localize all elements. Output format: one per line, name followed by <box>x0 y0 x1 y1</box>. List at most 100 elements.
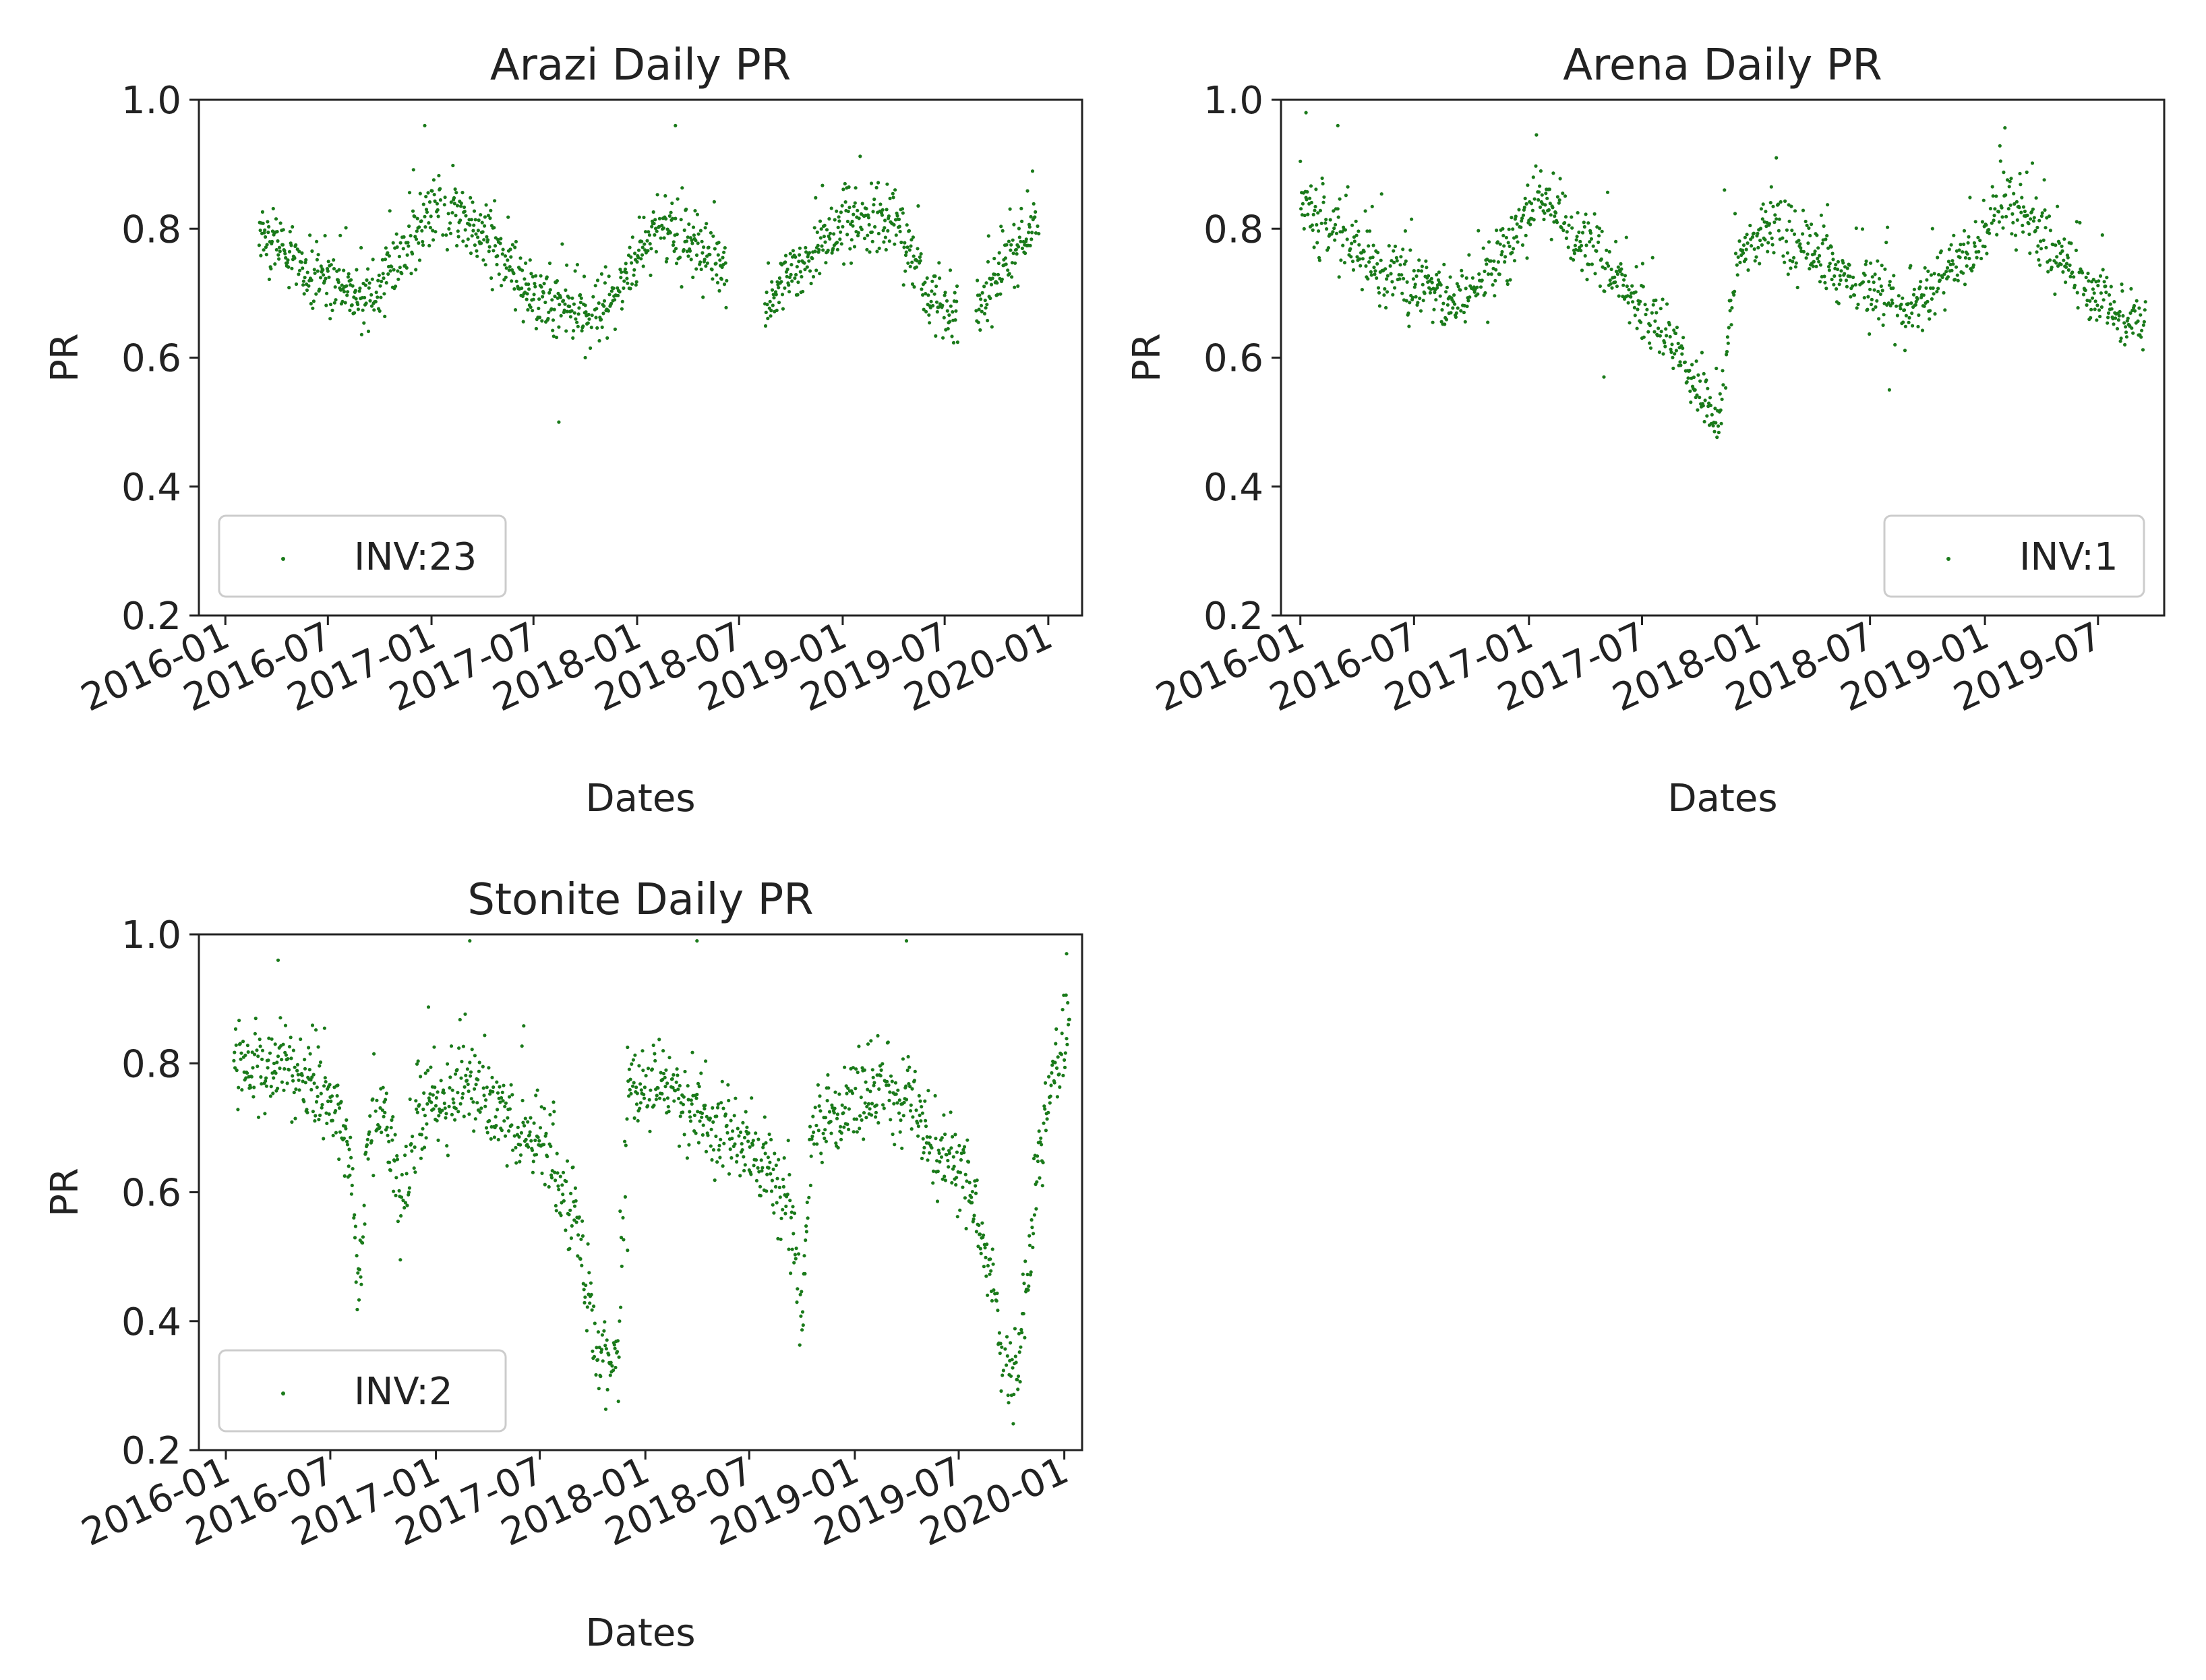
data-point <box>425 1102 429 1106</box>
data-point <box>808 1124 812 1129</box>
data-point <box>2116 318 2120 322</box>
data-point <box>818 219 823 223</box>
data-point <box>2066 256 2070 260</box>
data-point <box>547 310 551 314</box>
data-point <box>1419 269 1424 273</box>
data-point <box>599 1348 604 1352</box>
data-point <box>407 224 411 229</box>
data-point <box>561 1193 565 1197</box>
data-point <box>1498 242 1502 246</box>
data-point <box>1993 207 1997 211</box>
data-point <box>1738 260 1742 264</box>
data-point <box>1486 320 1490 324</box>
data-point <box>984 306 988 310</box>
data-point <box>1317 256 1321 260</box>
data-point <box>1315 222 1319 227</box>
data-point <box>675 233 679 237</box>
data-point <box>1404 299 1408 303</box>
data-point <box>2070 270 2075 274</box>
data-point <box>1792 232 1797 236</box>
data-point <box>660 223 664 227</box>
data-point <box>910 1087 914 1091</box>
data-point <box>246 1050 250 1054</box>
data-point <box>415 1110 419 1114</box>
data-point <box>580 1219 585 1223</box>
data-point <box>1702 419 1706 424</box>
data-point <box>926 1158 930 1162</box>
data-point <box>659 236 663 240</box>
data-point <box>1014 247 1018 251</box>
data-point <box>523 277 527 281</box>
data-point <box>857 1044 861 1048</box>
data-point <box>1337 275 1341 279</box>
data-point <box>1818 263 1823 267</box>
data-point <box>1657 350 1661 355</box>
data-point <box>775 308 779 312</box>
data-point <box>387 1139 391 1143</box>
data-point <box>1011 1422 1015 1426</box>
data-point <box>2089 316 2093 320</box>
data-point <box>1650 256 1654 260</box>
data-point <box>1309 200 1313 205</box>
data-point <box>1510 251 1514 255</box>
data-point <box>322 1084 326 1088</box>
data-point <box>380 1131 384 1135</box>
data-point <box>1504 235 1508 240</box>
data-point <box>529 305 533 309</box>
data-point <box>655 229 659 233</box>
data-point <box>2054 243 2058 247</box>
data-point <box>580 329 584 333</box>
data-point <box>676 1073 680 1077</box>
data-point <box>2097 308 2101 312</box>
data-point <box>405 266 409 270</box>
data-point <box>834 1141 838 1145</box>
data-point <box>447 1104 451 1108</box>
data-point <box>1588 240 1592 244</box>
data-point <box>547 261 552 266</box>
data-point <box>340 299 345 303</box>
data-point <box>553 1170 557 1174</box>
data-point <box>370 277 374 281</box>
data-point <box>294 243 298 247</box>
data-point <box>2056 204 2060 208</box>
data-point <box>1698 395 1702 400</box>
data-point <box>489 208 493 212</box>
data-point <box>742 1168 746 1173</box>
data-point <box>609 301 614 305</box>
data-point <box>1538 184 1542 188</box>
data-point <box>1064 993 1068 997</box>
data-point <box>830 251 834 255</box>
data-point <box>1434 298 1438 302</box>
data-point <box>2008 203 2013 207</box>
data-point <box>268 1051 272 1055</box>
data-point <box>763 1151 767 1156</box>
data-point <box>1772 251 1776 255</box>
data-point <box>1760 217 1764 221</box>
data-point <box>2050 266 2054 270</box>
data-point <box>554 1209 558 1213</box>
data-point <box>799 1314 803 1318</box>
data-point <box>451 163 455 168</box>
data-point <box>955 299 959 303</box>
data-point <box>845 1122 849 1127</box>
data-point <box>663 1085 667 1089</box>
data-point <box>476 235 480 239</box>
data-point <box>862 1111 866 1115</box>
data-point <box>761 1145 765 1149</box>
data-point <box>1597 234 1601 238</box>
data-point <box>1316 211 1320 215</box>
data-point <box>774 293 778 297</box>
data-point <box>1911 293 1916 297</box>
data-point <box>1939 249 1943 253</box>
data-point <box>754 1131 758 1135</box>
data-point <box>2014 248 2018 252</box>
data-point <box>311 1110 315 1114</box>
data-point <box>1997 220 2001 224</box>
data-point <box>558 295 563 299</box>
data-point <box>624 1143 628 1147</box>
data-point <box>899 240 903 245</box>
data-point <box>1665 334 1669 338</box>
data-point <box>319 1091 323 1096</box>
data-point <box>856 1071 860 1075</box>
data-point <box>1425 266 1429 270</box>
